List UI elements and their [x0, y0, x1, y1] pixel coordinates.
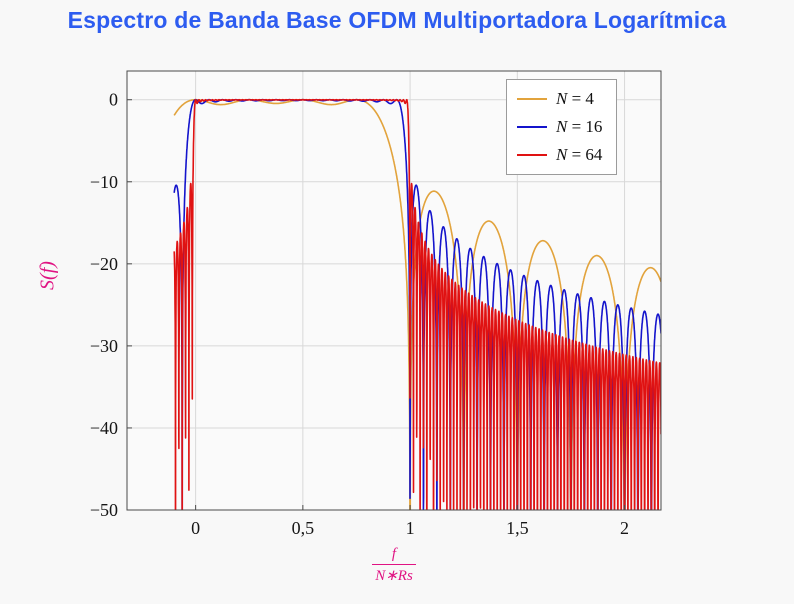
series-line-N-16 [173, 98, 661, 510]
legend-label: N = 16 [556, 117, 603, 136]
x-axis-label-fraction: f N∗Rs [372, 546, 416, 585]
legend-item: N = 4 [517, 86, 602, 112]
y-axis-label: S(f) [36, 261, 59, 290]
y-tick-label: 0 [109, 90, 118, 110]
x-tick-label: 0,5 [292, 518, 315, 538]
legend-line-swatch [517, 98, 547, 100]
x-axis-label: f N∗Rs [352, 546, 436, 585]
y-tick-label: −10 [90, 172, 118, 192]
y-tick-label: −30 [90, 336, 118, 356]
y-tick-label: −40 [90, 418, 118, 438]
legend-item: N = 16 [517, 114, 602, 140]
x-tick-label: 0 [191, 518, 200, 538]
legend-line-swatch [517, 154, 547, 156]
y-tick-label: −20 [90, 254, 118, 274]
x-tick-label: 1,5 [506, 518, 529, 538]
legend-label: N = 4 [556, 89, 594, 108]
x-tick-label: 1 [406, 518, 415, 538]
y-tick-label: −50 [90, 500, 118, 520]
x-axis-label-numerator: f [391, 546, 397, 562]
chart-title: Espectro de Banda Base OFDM Multiportado… [67, 7, 727, 33]
series-line-N-64 [173, 98, 661, 510]
legend-line-swatch [517, 126, 547, 128]
x-tick-label: 2 [620, 518, 629, 538]
legend-label: N = 64 [556, 145, 603, 164]
legend-item: N = 64 [517, 142, 602, 168]
legend: N = 4 N = 16 N = 64 [506, 79, 618, 175]
x-axis-label-denominator: N∗Rs [372, 564, 416, 585]
plot-border [126, 70, 662, 511]
